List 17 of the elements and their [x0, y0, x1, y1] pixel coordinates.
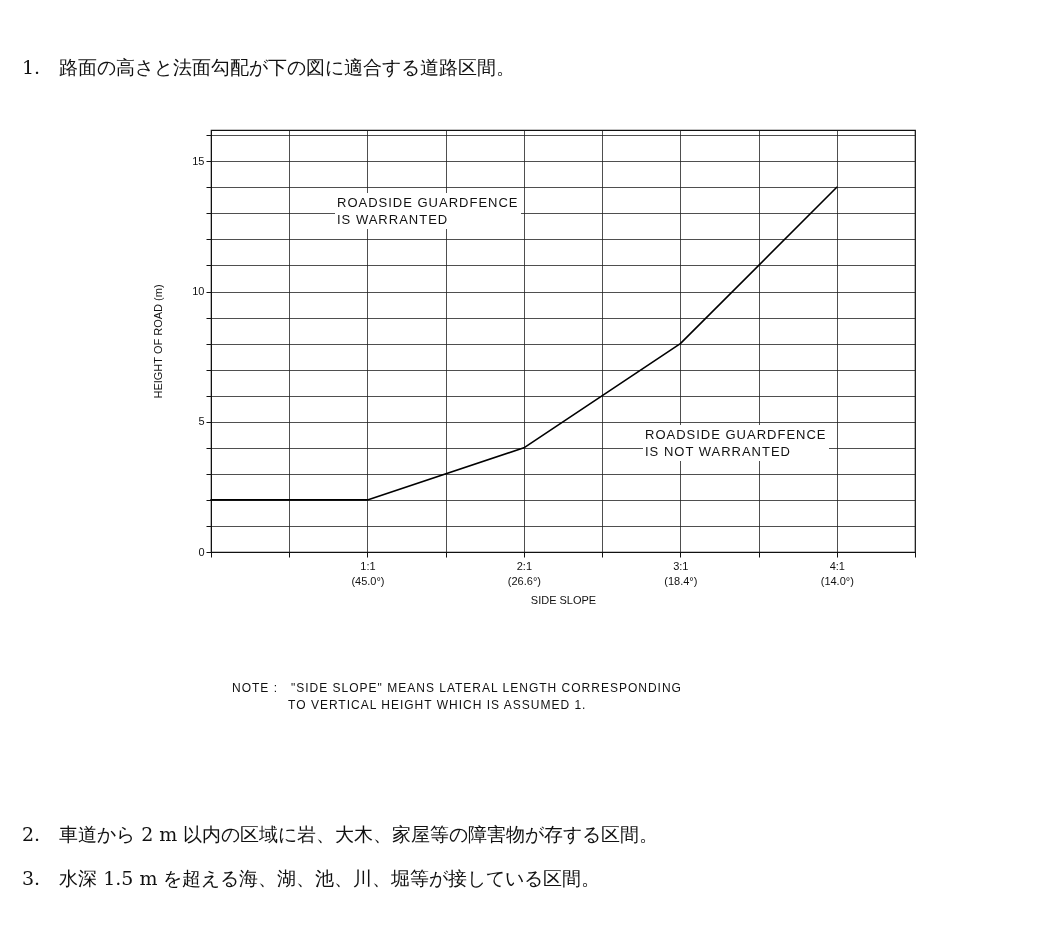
- text: 2. 車道から 2 m 以内の区域に岩、大木、家屋等の障害物が存する区間。: [22, 822, 659, 847]
- annotation: ROADSIDE GUARDFENCE IS WARRANTED: [335, 193, 521, 229]
- y-tick-label: 5: [198, 415, 205, 428]
- annotation: ROADSIDE GUARDFENCE IS NOT WARRANTED: [643, 425, 829, 461]
- y-tick-label: 15: [192, 154, 205, 167]
- x-axis-title: SIDE SLOPE: [530, 593, 597, 606]
- text: 3. 水深 1.5 m を超える海、湖、池、川、堀等が接している区間。: [22, 866, 601, 891]
- y-tick-label: 0: [198, 545, 205, 558]
- text: NOTE : "SIDE SLOPE" MEANS LATERAL LENGTH CORRESPONDING TO VERTICAL HEIGHT WHICH IS ASSUMED 1.: [232, 680, 682, 714]
- x-tick-label: 4:1 (14.0°): [820, 559, 854, 587]
- y-axis-title: HEIGHT OF ROAD (m): [152, 284, 165, 399]
- line-series: [210, 186, 838, 501]
- x-tick-label: 1:1 (45.0°): [351, 559, 385, 587]
- x-tick-label: 2:1 (26.6°): [507, 559, 541, 587]
- x-tick-label: 3:1 (18.4°): [664, 559, 698, 587]
- chart-title: 1. 路面の高さと法面勾配が下の図に適合する道路区間。: [22, 55, 516, 80]
- y-tick-label: 10: [192, 285, 205, 298]
